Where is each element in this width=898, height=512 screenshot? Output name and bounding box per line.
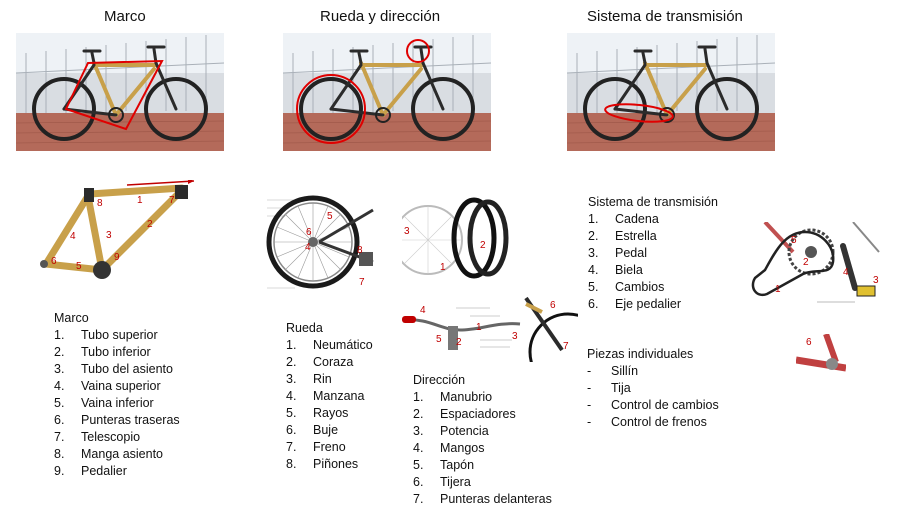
list-item: 1. Tubo superior bbox=[54, 328, 158, 342]
steering-parts-list: Dirección 1. Manubrio 2. Espaciadores 3. Po… bbox=[413, 372, 552, 508]
individual-parts-list: Piezas individuales - Sillín - Tija - Contr… bbox=[587, 346, 719, 431]
drivetrain-highlight bbox=[604, 103, 674, 123]
list-item: 4. Mangos bbox=[413, 441, 485, 455]
drivetrain-callout-1: 1 bbox=[775, 284, 781, 295]
list-item: - Tija bbox=[587, 381, 631, 395]
list-item: - Control de cambios bbox=[587, 398, 719, 412]
bb-callout-6: 6 bbox=[806, 337, 812, 348]
wheel-callout-6: 6 bbox=[306, 227, 312, 238]
list-item: - Sillín bbox=[587, 364, 639, 378]
bike-photo-drivetrain bbox=[567, 33, 775, 151]
list-item: 9. Pedalier bbox=[54, 464, 127, 478]
list-item: 1. Manubrio bbox=[413, 390, 493, 404]
handlebar-callout-3: 3 bbox=[512, 331, 518, 342]
list-item: 7. Telescopio bbox=[54, 430, 141, 444]
steering-list-title: Dirección bbox=[413, 373, 466, 387]
fork-detail-image: 6 7 bbox=[522, 294, 578, 362]
bottom-bracket-detail-image: 6 bbox=[796, 334, 846, 376]
list-item: 4. Manzana bbox=[286, 389, 365, 403]
handlebar-callout-5: 5 bbox=[436, 334, 442, 345]
list-item: 1. Cadena bbox=[588, 212, 659, 226]
handlebar-callout-4: 4 bbox=[420, 305, 426, 316]
tire-callout-2: 2 bbox=[480, 240, 486, 251]
wheel-callout-5: 5 bbox=[327, 211, 333, 222]
frame-callout-3: 3 bbox=[106, 230, 112, 241]
list-item: 1. Neumático bbox=[286, 338, 373, 352]
fork-callout-7: 7 bbox=[563, 341, 569, 352]
drivetrain-header: Sistema de transmisión bbox=[587, 8, 743, 25]
frame-header: Marco bbox=[104, 8, 146, 25]
drivetrain-callout-3: 3 bbox=[873, 275, 879, 286]
frame-callout-4: 4 bbox=[70, 231, 76, 242]
wheel-list-title: Rueda bbox=[286, 321, 323, 335]
handlebar-callout-1: 1 bbox=[476, 322, 482, 333]
list-item: 5. Vaina inferior bbox=[54, 396, 154, 410]
list-item: - Control de frenos bbox=[587, 415, 707, 429]
list-item: 3. Potencia bbox=[413, 424, 489, 438]
list-item: 4. Biela bbox=[588, 263, 643, 277]
list-item: 5. Rayos bbox=[286, 406, 349, 420]
list-item: 6. Buje bbox=[286, 423, 339, 437]
frame-callout-8: 8 bbox=[97, 198, 103, 209]
drivetrain-callout-4: 4 bbox=[843, 267, 849, 278]
fork-callout-6: 6 bbox=[550, 300, 556, 311]
list-item: 3. Pedal bbox=[588, 246, 647, 260]
list-item: 6. Punteras traseras bbox=[54, 413, 180, 427]
bike-photo-wheel bbox=[283, 33, 491, 151]
list-item: 8. Piñones bbox=[286, 457, 359, 471]
drivetrain-list-title: Sistema de transmisión bbox=[588, 195, 718, 209]
tire-callout-1: 1 bbox=[440, 262, 446, 273]
list-item: 3. Tubo del asiento bbox=[54, 362, 173, 376]
wheel-highlight bbox=[296, 74, 366, 144]
drivetrain-callout-5: 5 bbox=[791, 235, 797, 246]
drivetrain-detail-image: 5 2 4 3 1 bbox=[745, 222, 885, 308]
frame-detail-image: 1 2 3 4 5 6 7 8 9 bbox=[32, 180, 200, 285]
list-item: 8. Manga asiento bbox=[54, 447, 164, 461]
individual-parts-title: Piezas individuales bbox=[587, 347, 694, 361]
tire-callout-3: 3 bbox=[404, 226, 410, 237]
frame-highlight bbox=[64, 59, 164, 131]
frame-callout-7: 7 bbox=[169, 195, 175, 206]
list-item: 3. Rin bbox=[286, 372, 332, 386]
handlebar-detail-image: 4 1 2 3 5 bbox=[400, 300, 522, 358]
list-item: 2. Espaciadores bbox=[413, 407, 516, 421]
wheel-steering-header: Rueda y dirección bbox=[320, 8, 441, 25]
frame-list-title: Marco bbox=[54, 311, 89, 325]
bike-photo-frame bbox=[16, 33, 224, 151]
list-item: 2. Tubo inferior bbox=[54, 345, 151, 359]
frame-callout-5: 5 bbox=[76, 261, 82, 272]
list-item: 7. Freno bbox=[286, 440, 346, 454]
frame-callout-1: 1 bbox=[137, 195, 143, 206]
drivetrain-callout-2: 2 bbox=[803, 257, 809, 268]
frame-callout-6: 6 bbox=[51, 256, 57, 267]
list-item: 5. Tapón bbox=[413, 458, 475, 472]
list-item: 7. Punteras delanteras bbox=[413, 492, 552, 506]
tire-detail-image: 3 2 1 bbox=[402, 196, 514, 282]
list-item: 2. Estrella bbox=[588, 229, 657, 243]
wheel-detail-image: 5 6 4 8 7 bbox=[265, 190, 385, 295]
handlebar-highlight bbox=[406, 39, 430, 63]
frame-parts-list: Marco 1. Tubo superior 2. Tubo inferior 3.… bbox=[54, 310, 180, 480]
frame-callout-2: 2 bbox=[147, 219, 153, 230]
list-item: 2. Coraza bbox=[286, 355, 354, 369]
list-item: 4. Vaina superior bbox=[54, 379, 161, 393]
list-item: 6. Tijera bbox=[413, 475, 471, 489]
wheel-parts-list: Rueda 1. Neumático 2. Coraza 3. Rin 4. Manza… bbox=[286, 320, 373, 473]
handlebar-callout-2: 2 bbox=[456, 337, 462, 348]
wheel-callout-7: 7 bbox=[359, 277, 365, 288]
frame-callout-9: 9 bbox=[114, 252, 120, 263]
drivetrain-parts-list: Sistema de transmisión 1. Cadena 2. Estrel… bbox=[588, 194, 718, 313]
wheel-callout-4: 4 bbox=[305, 242, 311, 253]
list-item: 6. Eje pedalier bbox=[588, 297, 682, 311]
list-item: 5. Cambios bbox=[588, 280, 665, 294]
wheel-callout-8: 8 bbox=[357, 245, 363, 256]
